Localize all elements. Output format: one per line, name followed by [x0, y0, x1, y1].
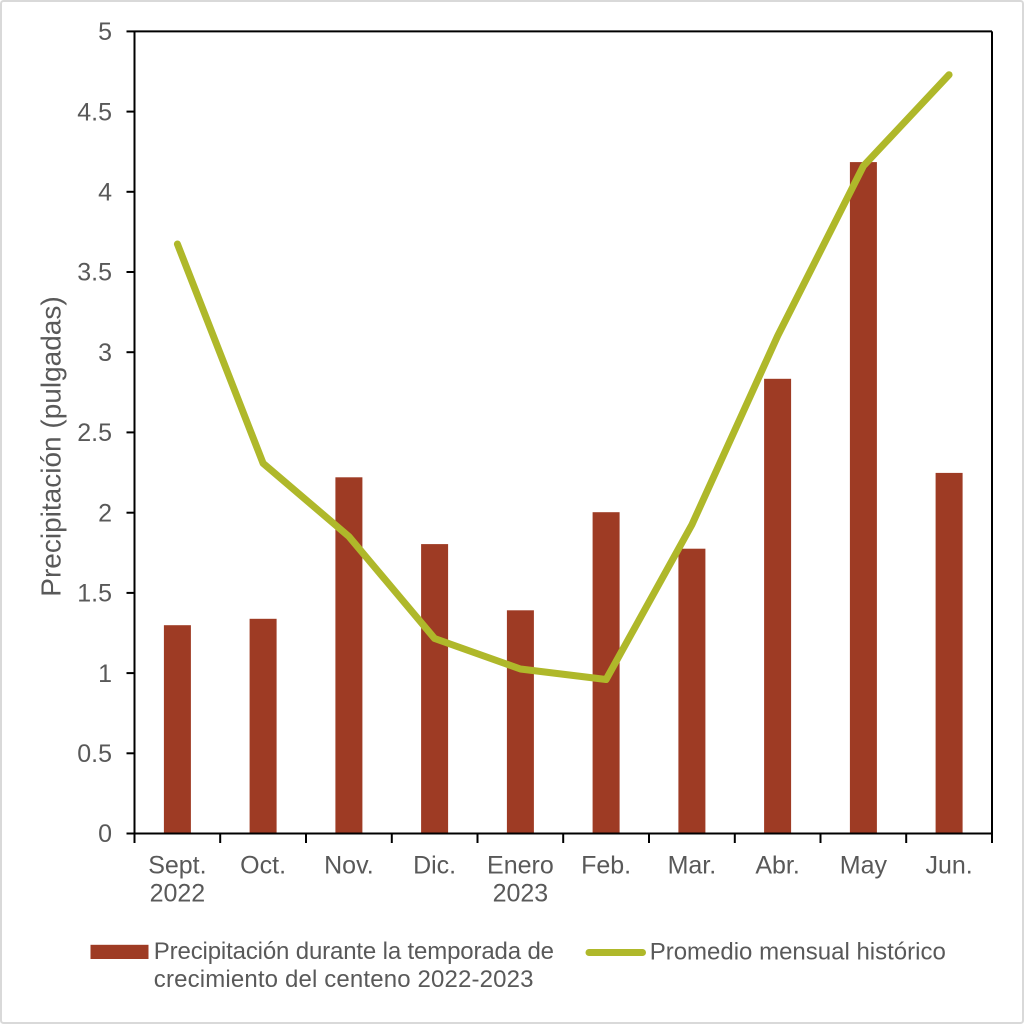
svg-text:Enero: Enero	[487, 852, 554, 880]
svg-text:Sept.: Sept.	[148, 852, 206, 880]
svg-text:Nov.: Nov.	[324, 852, 374, 880]
svg-text:Precipitación (pulgadas): Precipitación (pulgadas)	[36, 296, 67, 596]
svg-text:2.5: 2.5	[77, 419, 112, 447]
svg-text:5: 5	[98, 18, 112, 46]
svg-text:2022: 2022	[150, 880, 206, 908]
svg-text:0.5: 0.5	[77, 740, 112, 768]
svg-text:Precipitación durante la tempo: Precipitación durante la temporada de	[154, 938, 554, 965]
svg-text:3: 3	[98, 339, 112, 367]
svg-text:2023: 2023	[493, 880, 549, 908]
svg-text:1: 1	[98, 660, 112, 688]
svg-text:Dic.: Dic.	[413, 852, 456, 880]
svg-text:4.5: 4.5	[77, 98, 112, 126]
svg-text:3.5: 3.5	[77, 259, 112, 287]
svg-text:Jun.: Jun.	[925, 852, 972, 880]
svg-text:crecimiento del centeno 2022-2: crecimiento del centeno 2022-2023	[154, 966, 534, 993]
svg-text:2: 2	[98, 499, 112, 527]
svg-text:0: 0	[98, 820, 112, 848]
svg-text:Promedio mensual histórico: Promedio mensual histórico	[650, 939, 946, 966]
svg-text:1.5: 1.5	[77, 580, 112, 608]
svg-text:Oct.: Oct.	[240, 852, 286, 880]
svg-text:Mar.: Mar.	[668, 852, 717, 880]
svg-text:4: 4	[98, 179, 112, 207]
svg-text:Abr.: Abr.	[755, 852, 799, 880]
svg-text:May: May	[840, 852, 888, 880]
svg-text:Feb.: Feb.	[581, 852, 631, 880]
